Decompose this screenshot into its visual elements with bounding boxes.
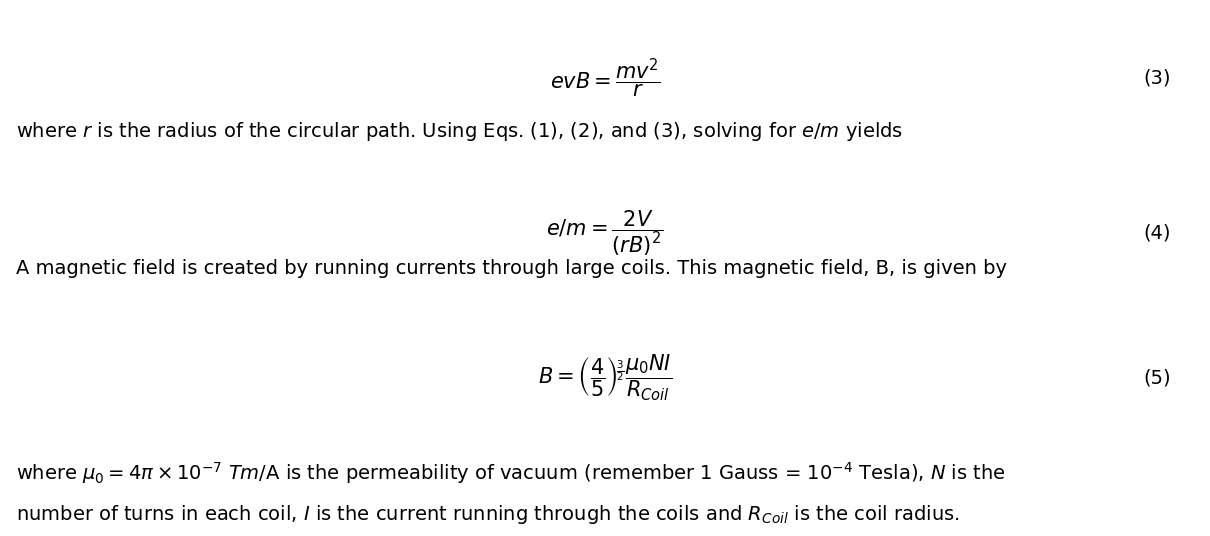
Text: (5): (5) [1143, 368, 1171, 388]
Text: (3): (3) [1143, 68, 1171, 87]
Text: where $\mu_0 = 4\pi \times 10^{-7}$ $Tm$/A is the permeability of vacuum (rememb: where $\mu_0 = 4\pi \times 10^{-7}$ $Tm$… [16, 460, 1006, 486]
Text: where $r$ is the radius of the circular path. Using Eqs. (1), (2), and (3), solv: where $r$ is the radius of the circular … [16, 120, 903, 143]
Text: (4): (4) [1143, 224, 1171, 243]
Text: $e/m = \dfrac{2V}{(rB)^2}$: $e/m = \dfrac{2V}{(rB)^2}$ [547, 209, 663, 258]
Text: number of turns in each coil, $I$ is the current running through the coils and $: number of turns in each coil, $I$ is the… [16, 503, 960, 526]
Text: $B = \left(\dfrac{4}{5}\right)^{\!\frac{3}{2}} \dfrac{\mu_0 N I}{R_{Coil}}$: $B = \left(\dfrac{4}{5}\right)^{\!\frac{… [538, 353, 672, 403]
Text: $evB = \dfrac{mv^2}{r}$: $evB = \dfrac{mv^2}{r}$ [549, 56, 661, 100]
Text: A magnetic field is created by running currents through large coils. This magnet: A magnetic field is created by running c… [16, 258, 1007, 278]
